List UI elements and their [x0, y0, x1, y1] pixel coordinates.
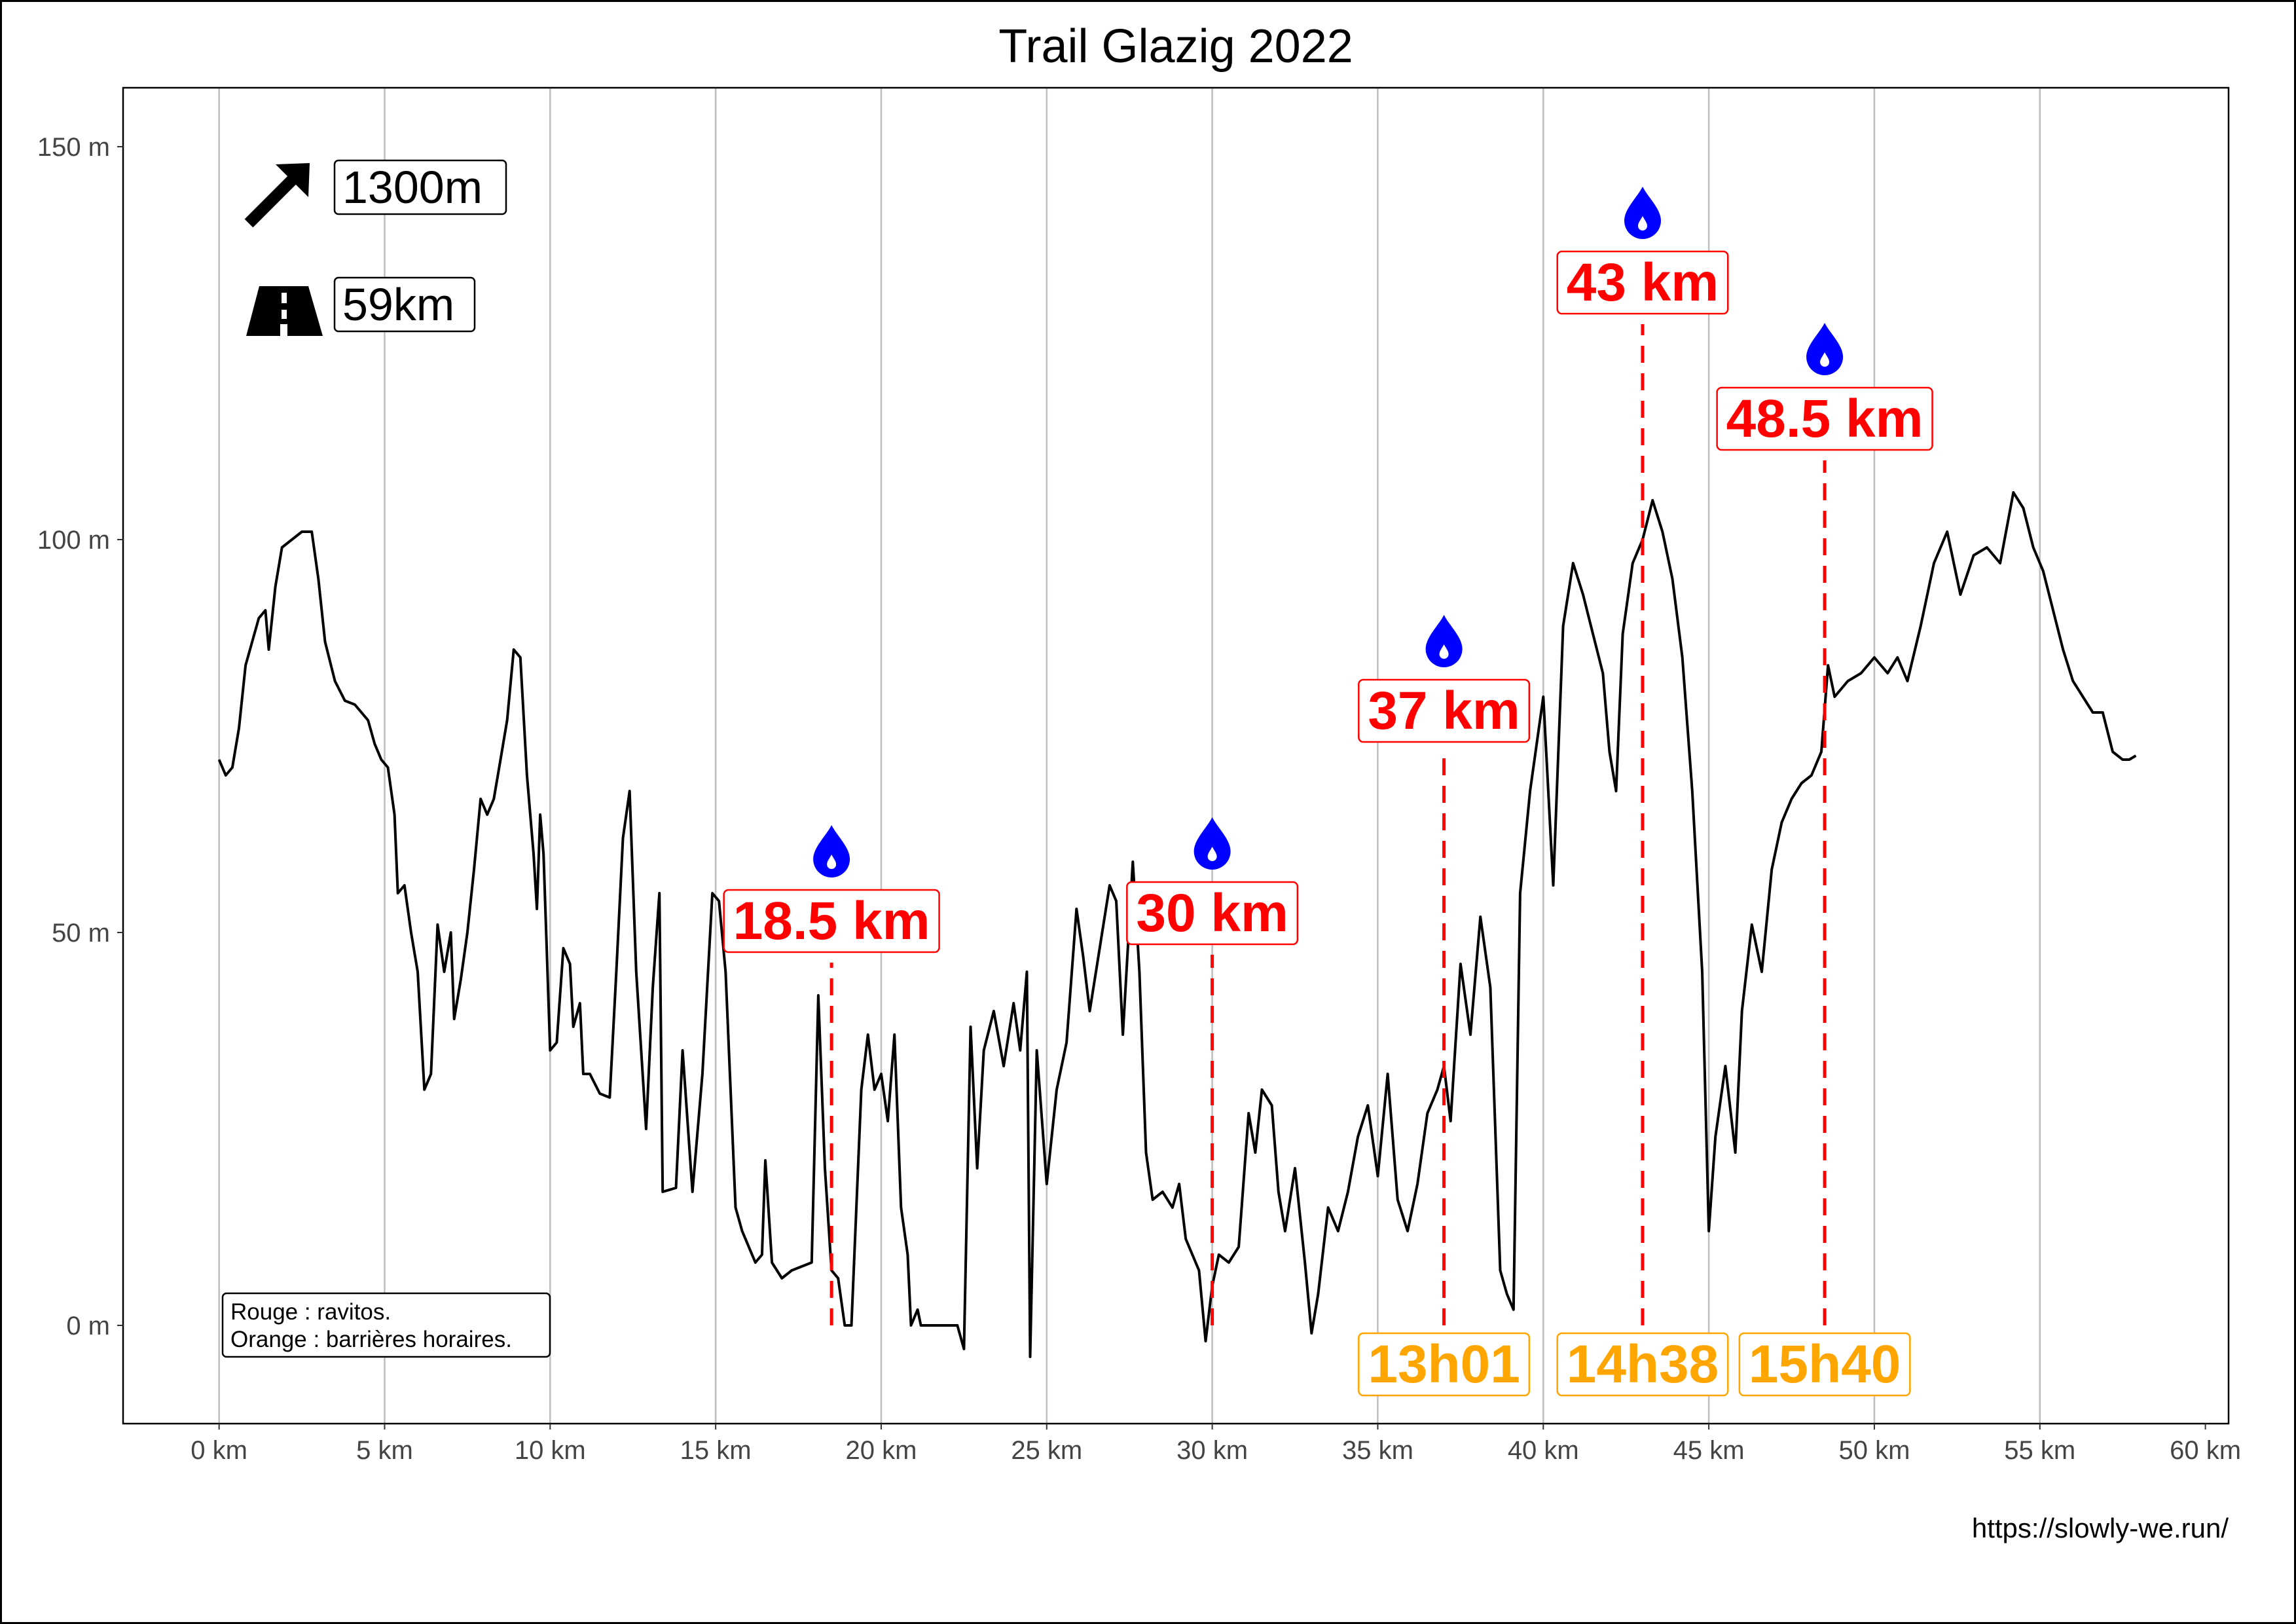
elevation-profile-line	[217, 491, 2137, 1358]
water-drop-icon	[813, 825, 850, 878]
water-drop-icon	[1806, 323, 1844, 375]
time-barrier-layer: 13h01 14h38 15h40	[1358, 1332, 1911, 1397]
profile-layer	[217, 491, 2137, 1358]
legend-line-barrier: Orange : barrières horaires.	[230, 1327, 512, 1352]
x-tick-label: 30 km	[1176, 1436, 1248, 1465]
water-drop-icon	[1624, 187, 1661, 239]
aid-station-label-text: 37 km	[1368, 681, 1520, 741]
x-axis: 0 km 5 km 10 km 15 km 20 km 25 km 30 km 35 km 40…	[191, 1424, 2241, 1465]
source-url: https://slowly-we.run/	[1972, 1513, 2229, 1543]
y-tick-label: 0 m	[66, 1312, 110, 1340]
distance-stat: 59km	[246, 276, 476, 336]
x-tick-label: 55 km	[2004, 1436, 2075, 1465]
x-tick-label: 20 km	[845, 1436, 917, 1465]
y-tick-label: 150 m	[37, 133, 110, 162]
water-drop-icon	[1194, 817, 1231, 870]
y-tick-label: 50 m	[52, 919, 110, 948]
aid-station-label: 30 km	[1126, 881, 1299, 946]
x-tick-label: 0 km	[191, 1436, 247, 1465]
time-barrier-label-text: 15h40	[1749, 1335, 1901, 1394]
time-barrier-label: 13h01	[1358, 1332, 1531, 1397]
aid-station-label: 43 km	[1556, 250, 1729, 315]
time-barrier-label-text: 13h01	[1368, 1335, 1520, 1394]
elevation-gain-box	[333, 159, 507, 215]
x-tick-label: 50 km	[1838, 1436, 1910, 1465]
aid-station-label: 37 km	[1358, 678, 1531, 743]
water-drop-icon	[1425, 615, 1463, 668]
x-tick-label: 25 km	[1011, 1436, 1082, 1465]
aid-station-label-text: 30 km	[1136, 883, 1288, 943]
time-barrier-label-text: 14h38	[1567, 1335, 1719, 1394]
chart-title: Trail Glazig 2022	[998, 20, 1353, 73]
distance-box	[333, 276, 476, 333]
x-tick-label: 45 km	[1673, 1436, 1745, 1465]
elevation-gain-stat: 1300m	[244, 159, 507, 228]
aid-station-label: 18.5 km	[723, 889, 940, 953]
arrow-up-right-icon	[244, 163, 310, 228]
plot-border	[122, 86, 2230, 1425]
elevation-gain-value: 1300m	[342, 162, 483, 213]
road-icon	[246, 286, 323, 336]
x-tick-label: 35 km	[1342, 1436, 1413, 1465]
time-barrier-label: 14h38	[1556, 1332, 1729, 1397]
x-tick-label: 40 km	[1508, 1436, 1579, 1465]
time-barrier-label: 15h40	[1738, 1332, 1911, 1397]
y-tick-label: 100 m	[37, 526, 110, 555]
aid-station-label-text: 43 km	[1567, 253, 1719, 312]
x-tick-label: 15 km	[680, 1436, 752, 1465]
aid-station-label: 48.5 km	[1716, 386, 1933, 451]
x-tick-label: 5 km	[356, 1436, 413, 1465]
y-axis: 0 m 50 m 100 m 150 m	[37, 133, 123, 1340]
aid-station-layer: 18.5 km 30 km 37 km 43 km 48.5 km	[723, 187, 1933, 1325]
aid-station-label-text: 48.5 km	[1726, 389, 1923, 449]
legend-box: Rouge : ravitos. Orange : barrières hora…	[221, 1292, 551, 1358]
x-tick-label: 60 km	[2170, 1436, 2241, 1465]
aid-station-label-text: 18.5 km	[733, 891, 930, 951]
distance-value: 59km	[342, 279, 454, 330]
x-tick-label: 10 km	[515, 1436, 586, 1465]
legend-line-aid: Rouge : ravitos.	[230, 1299, 391, 1325]
